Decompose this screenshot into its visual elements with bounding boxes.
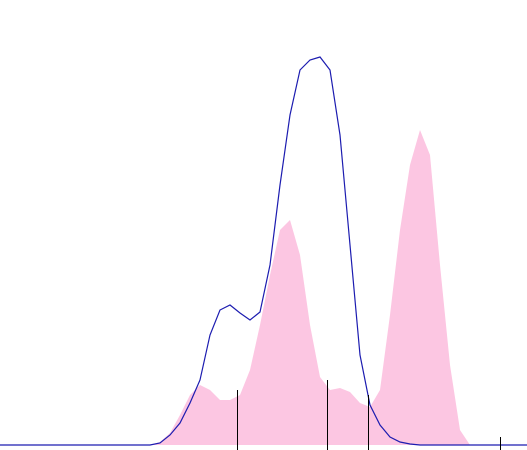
area bbox=[0, 130, 527, 445]
line bbox=[0, 56, 527, 446]
